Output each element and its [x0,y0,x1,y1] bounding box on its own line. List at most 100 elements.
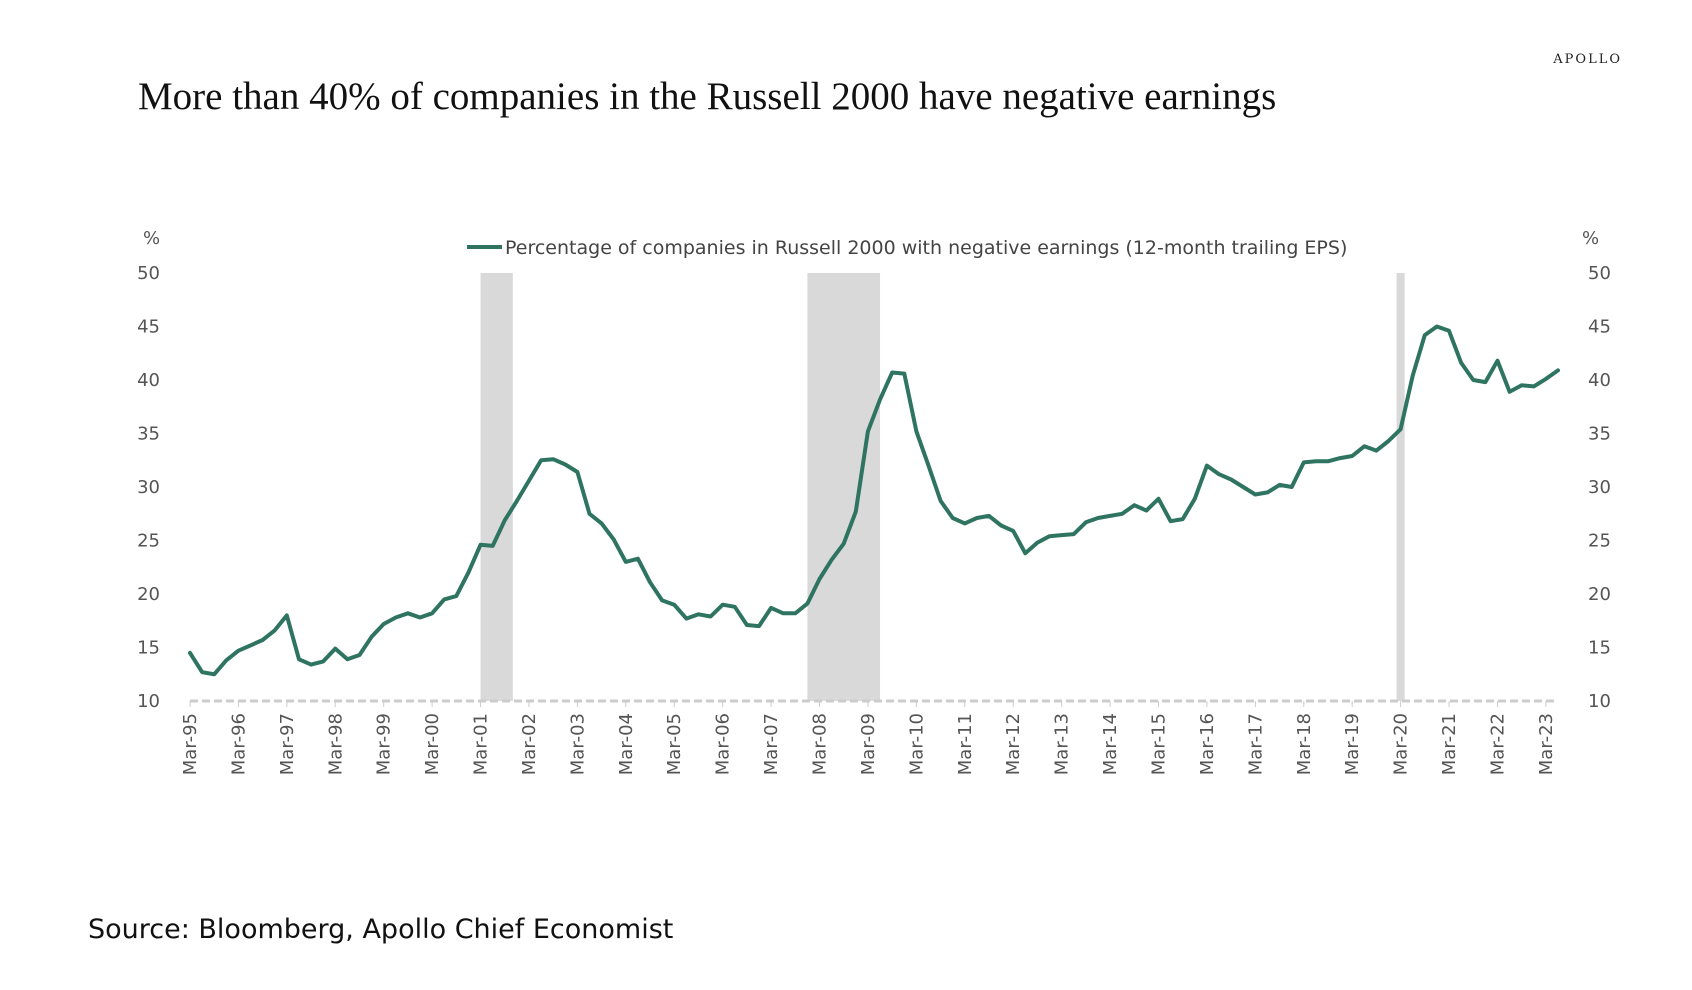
data-point [200,670,204,674]
data-point [1108,514,1112,518]
data-point [1314,459,1318,463]
axes: 10 10 15 15 20 20 25 25 30 30 35 35 40 40 45 45 50 50% % Ma… [137,228,1611,775]
x-tick-label: Mar-20 [1391,713,1412,775]
x-tick-label: Mar-95 [180,713,201,775]
data-point [1277,483,1282,487]
data-point [1302,460,1306,464]
data-point [1047,534,1052,538]
data-point [418,615,422,620]
data-point [1362,444,1366,448]
data-point [1181,517,1185,521]
data-point [321,659,325,664]
data-point [708,614,713,619]
data-point [261,638,265,642]
data-point [1132,503,1136,507]
data-point [1447,329,1451,333]
data-point [926,464,931,468]
data-point [1290,485,1294,489]
data-point [684,617,688,621]
data-point [769,606,773,610]
data-point [1217,472,1221,476]
data-point [987,514,991,518]
data-point [672,603,676,607]
data-point [575,470,579,474]
x-tick-label: Mar-01 [471,713,492,775]
data-point [1035,541,1040,545]
data-point [1459,361,1463,365]
data-point [369,635,374,639]
data-point [757,624,761,628]
data-point [551,457,555,461]
x-tick-label: Mar-97 [277,713,298,775]
series-layer [188,324,1560,677]
data-point [357,653,362,657]
data-point [1386,439,1391,443]
legend: Percentage of companies in Russell 2000 … [467,237,1347,259]
x-tick-label: Mar-21 [1439,713,1460,775]
brand-logo: APOLLO [1553,52,1622,67]
recession-band-1 [480,273,513,701]
data-point [1072,532,1076,536]
data-point [297,657,301,661]
data-point [890,370,894,375]
x-tick-label: Mar-13 [1052,713,1073,775]
data-point [333,646,337,651]
data-point [1411,374,1415,378]
data-point [212,672,216,676]
data-point [842,542,846,546]
x-tick-label: Mar-10 [906,713,927,775]
x-tick-label: Mar-07 [761,713,782,775]
x-tick-label: Mar-11 [955,713,976,775]
recession-band-3 [1396,273,1405,701]
data-point [309,663,313,667]
y-tick-label-left: 50 [137,263,160,284]
data-point [430,611,434,615]
data-point [1544,377,1548,381]
data-point [636,557,640,561]
x-tick-label: Mar-14 [1100,713,1121,775]
data-point [963,521,967,525]
x-tick-label: Mar-18 [1294,713,1315,775]
x-tick-label: Mar-99 [374,713,395,775]
data-point [1156,497,1161,501]
data-point [1423,333,1427,337]
data-point [394,615,398,620]
y-axis-unit-left: % [143,228,160,249]
x-tick-label: Mar-15 [1148,713,1169,775]
data-point [600,521,604,525]
y-tick-label-right: 35 [1588,424,1611,445]
y-tick-label-right: 30 [1588,477,1611,498]
data-point [854,510,858,514]
data-point [624,560,628,564]
data-point [951,516,955,520]
data-point [805,602,810,606]
source-note: Source: Bloomberg, Apollo Chief Economis… [88,914,674,945]
y-tick-label-right: 25 [1588,531,1611,552]
x-tick-label: Mar-17 [1245,713,1266,775]
data-point [587,512,592,516]
data-point [491,544,495,548]
data-point [539,458,543,462]
data-point [1205,464,1209,468]
y-tick-label-left: 15 [137,638,160,659]
data-point [1229,477,1233,482]
data-point [1265,490,1270,494]
data-point [745,623,749,627]
data-point [1011,529,1015,533]
x-tick-label: Mar-96 [228,713,249,775]
data-point [866,429,870,433]
data-point [1096,516,1100,520]
data-point [1326,459,1330,463]
data-point [1193,497,1197,501]
data-point [999,523,1003,528]
data-point [648,580,652,584]
x-tick-label: Mar-00 [422,713,443,775]
data-point [1483,380,1487,384]
data-point [466,571,471,575]
data-point [938,499,943,503]
data-point [454,594,458,598]
y-tick-label-left: 20 [137,584,160,605]
data-point [781,611,785,615]
data-point [1556,368,1560,372]
data-point [975,516,979,520]
